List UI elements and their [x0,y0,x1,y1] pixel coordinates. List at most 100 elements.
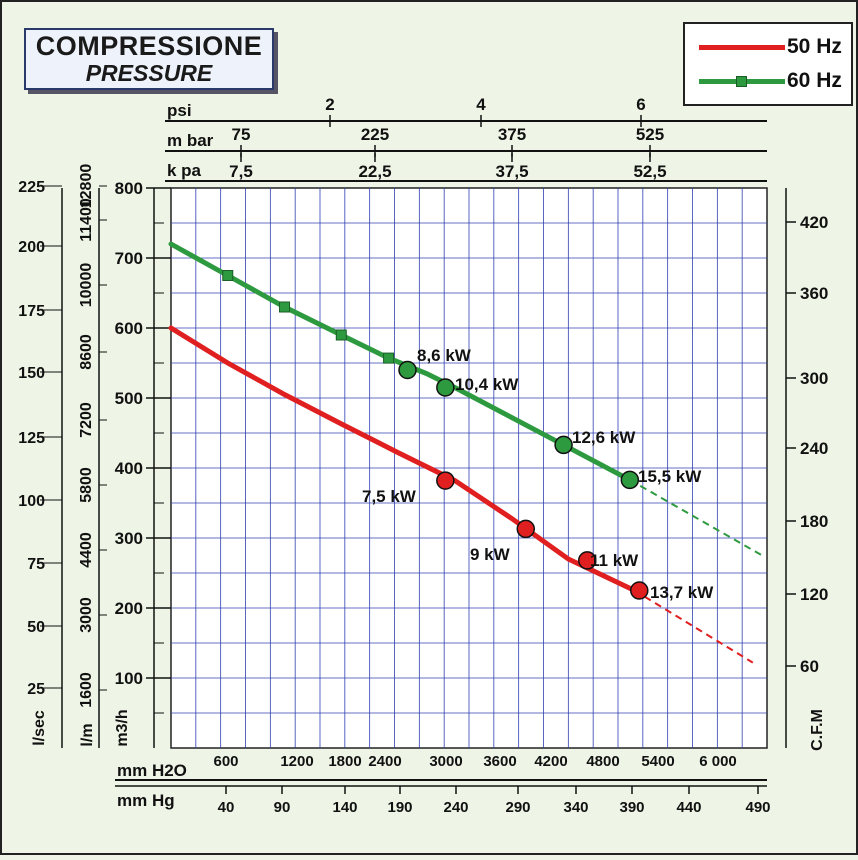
tick-label-h2o: 3600 [483,753,516,770]
series-layer: 8,6 kW 10,4 kW 12,6 kW 15,5 kW 7,5 kW 9 kW 11 … [168,241,763,664]
tick-label-cfm: 240 [800,439,828,458]
tick-label-lsec: 225 [18,179,45,196]
operating-point-label-50hz: 13,7 kW [650,583,714,602]
series-marker-60hz [335,329,347,341]
tick-label-m3h: 500 [115,389,143,408]
tick-label-m3h: 400 [115,459,143,478]
series-marker-60hz [383,352,395,364]
operating-point-label-60hz: 8,6 kW [417,346,472,365]
legend: 50 Hz 60 Hz [683,22,853,106]
tick-label-lsec: 75 [27,556,45,573]
chart-title-box: COMPRESSIONE PRESSURE [24,28,274,90]
tick-label-lsec: 25 [27,681,45,698]
tick-label-hg: 290 [505,799,530,816]
tick-label-m3h: 300 [115,529,143,548]
top-tick-label-kpa: 7,5 [229,162,253,181]
axis-label-h2o: mm H2O [117,761,187,780]
top-axis-label-mbar: m bar [167,131,214,150]
grid [171,188,767,748]
top-tick-label-psi: 4 [476,95,486,114]
tick-label-cfm: 60 [800,657,819,676]
tick-label-h2o: 600 [213,753,238,770]
legend-item-50hz: 50 Hz [685,32,851,62]
tick-label-lsec: 100 [18,493,45,510]
tick-label-h2o: 4200 [534,753,567,770]
tick-label-hg: 340 [563,799,588,816]
legend-label-60hz: 60 Hz [787,69,842,92]
operating-point-60hz [436,378,455,397]
top-tick-label-kpa: 52,5 [633,162,666,181]
top-tick-label-kpa: 37,5 [495,162,528,181]
tick-label-lm: 8600 [78,334,95,370]
operating-point-60hz [554,435,573,455]
tick-label-lsec: 150 [18,365,45,382]
legend-item-60hz: 60 Hz [685,66,851,96]
operating-point-60hz [620,470,640,490]
tick-label-m3h: 200 [115,599,143,618]
tick-label-lm: 4400 [78,532,95,568]
operating-point-label-60hz: 10,4 kW [455,375,519,394]
operating-point-label-50hz: 7,5 kW [362,487,417,506]
tick-label-cfm: 360 [800,284,828,303]
tick-label-hg: 90 [274,799,291,816]
tick-label-lm: 7200 [78,402,95,438]
tick-label-m3h: 700 [115,249,143,268]
top-tick-label-psi: 2 [325,95,334,114]
tick-label-m3h: 100 [115,669,143,688]
tick-label-hg: 440 [676,799,701,816]
tick-label-hg: 190 [387,799,412,816]
tick-label-lsec: 125 [18,430,45,447]
top-tick-label-mbar: 75 [232,125,251,144]
top-tick-label-mbar: 375 [498,125,526,144]
tick-label-lm: 10000 [78,263,95,308]
operating-point-label-60hz: 15,5 kW [638,467,702,486]
operating-point-50hz [436,471,455,490]
legend-line-50hz [699,45,785,50]
tick-label-cfm: 300 [800,369,828,388]
axes: psi 2 4 6 m bar 75 225 375 525 k pa 7,5 22,5 37,5 52,… [18,95,828,816]
axis-label-m3h: m3/h [114,709,131,746]
tick-label-h2o: 6 000 [699,753,737,770]
tick-label-h2o: 4800 [586,753,619,770]
tick-label-lsec: 175 [18,303,45,320]
tick-label-h2o: 3000 [429,753,462,770]
axis-label-hg: mm Hg [117,791,175,810]
tick-label-lm: 1600 [78,672,95,708]
top-tick-label-mbar: 225 [361,125,389,144]
operating-point-60hz [398,360,417,380]
tick-label-lm: 12800 [78,164,95,209]
tick-label-h2o: 1800 [328,753,361,770]
chart-subtitle: PRESSURE [85,60,213,86]
top-axis-label-psi: psi [167,101,192,120]
axis-label-cfm: C.F.M [809,709,826,751]
operating-point-label-50hz: 9 kW [470,545,511,564]
tick-label-lsec: 50 [27,619,45,636]
tick-label-hg: 390 [619,799,644,816]
series-marker-60hz [279,301,291,313]
top-axis-label-kpa: k pa [167,161,202,180]
top-tick-label-kpa: 22,5 [358,162,391,181]
tick-label-h2o: 5400 [641,753,674,770]
tick-label-lm: 11400 [78,198,95,242]
top-tick-label-mbar: 525 [636,125,664,144]
tick-label-hg: 40 [218,799,235,816]
series-marker-60hz [222,270,234,281]
operating-point-50hz [516,519,536,539]
series-extrapolation-60hz [629,479,763,557]
tick-label-m3h: 800 [115,179,143,198]
tick-label-cfm: 180 [800,512,828,531]
top-tick-label-psi: 6 [636,95,645,114]
tick-label-m3h: 600 [115,319,143,338]
tick-label-hg: 490 [745,799,770,816]
operating-point-label-60hz: 12,6 kW [572,428,636,447]
tick-label-lm: 3000 [78,597,95,633]
axis-label-lm: l/m [79,723,96,746]
tick-label-lsec: 200 [18,239,45,256]
tick-label-h2o: 1200 [280,753,313,770]
tick-label-cfm: 120 [800,585,828,604]
operating-point-label-50hz: 11 kW [590,551,639,570]
operating-point-50hz [630,581,649,600]
